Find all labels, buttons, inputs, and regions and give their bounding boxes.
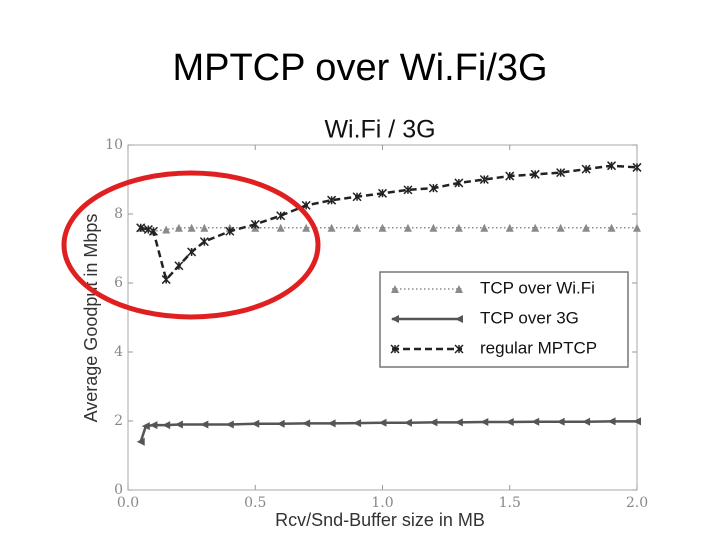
marker (276, 211, 286, 221)
marker (479, 174, 489, 185)
marker (199, 237, 209, 247)
y-tick-label: 2 (114, 413, 123, 429)
marker (403, 418, 412, 427)
marker (187, 247, 197, 257)
marker (250, 219, 260, 229)
marker (276, 419, 285, 428)
marker (505, 171, 515, 181)
legend-label: TCP over Wi.Fi (480, 278, 595, 297)
marker (429, 223, 438, 232)
chart-title: Wi.Fi / 3G (324, 116, 435, 144)
marker (607, 223, 616, 232)
marker (143, 224, 153, 235)
marker (149, 421, 158, 430)
marker (378, 418, 387, 427)
legend-marker (455, 315, 463, 323)
marker (353, 419, 362, 428)
marker (353, 223, 362, 232)
marker (582, 417, 591, 426)
marker (174, 420, 183, 429)
slide-title: MPTCP over Wi.Fi/3G (172, 47, 547, 89)
marker (403, 223, 412, 232)
marker (633, 417, 641, 426)
marker (225, 420, 234, 429)
marker (454, 223, 463, 232)
marker (505, 223, 514, 232)
marker (327, 195, 337, 205)
marker (136, 437, 145, 446)
marker (454, 178, 464, 188)
x-tick-label: 2.0 (626, 495, 648, 511)
legend-label: TCP over 3G (480, 308, 579, 327)
marker (200, 223, 209, 232)
x-tick-label: 1.5 (499, 495, 521, 511)
y-tick-label: 0 (114, 482, 123, 498)
marker (530, 169, 540, 179)
marker (225, 226, 235, 236)
marker (581, 164, 591, 174)
marker (403, 185, 413, 195)
marker (174, 223, 183, 232)
legend-marker (454, 344, 464, 354)
marker (454, 418, 463, 427)
marker (148, 226, 158, 236)
marker (251, 419, 260, 428)
plot-area: 0 2 4 6 8 10 0.0 0.5 1.0 1.5 2.0 TCP over Wi.Fi TCP … (105, 137, 648, 511)
marker (632, 162, 642, 172)
marker (352, 192, 362, 202)
marker (276, 223, 285, 232)
legend-label: regular MPTCP (480, 338, 597, 357)
marker (302, 419, 311, 428)
marker (377, 188, 388, 198)
legend-marker (390, 344, 400, 354)
marker (141, 422, 150, 431)
marker (302, 223, 311, 232)
marker (327, 419, 336, 428)
marker (378, 223, 387, 232)
marker (429, 418, 438, 427)
x-tick-label: 0.0 (117, 495, 139, 511)
marker (633, 223, 641, 232)
y-tick-label: 4 (114, 344, 123, 360)
y-tick-label: 10 (105, 137, 123, 153)
marker (531, 417, 540, 426)
x-tick-label: 0.5 (244, 495, 266, 511)
y-tick-label: 6 (114, 275, 123, 291)
marker (136, 223, 146, 233)
y-axis-label: Average Goodput in Mbps (81, 214, 101, 423)
x-axis-label: Rcv/Snd-Buffer size in MB (275, 510, 485, 530)
marker (161, 275, 171, 285)
highlight-ellipse (61, 170, 321, 320)
legend-marker (391, 315, 399, 323)
marker (607, 161, 617, 171)
marker (162, 225, 171, 234)
marker (556, 223, 565, 232)
marker (428, 183, 438, 193)
x-tick-label: 1.0 (371, 495, 393, 511)
legend-marker (391, 285, 399, 293)
marker (480, 418, 489, 427)
marker (187, 223, 196, 232)
marker (531, 223, 540, 232)
marker (505, 418, 514, 427)
marker (607, 417, 616, 426)
marker (327, 223, 336, 232)
marker (582, 223, 591, 232)
marker (200, 420, 209, 429)
y-tick-label: 8 (114, 206, 123, 222)
marker (556, 168, 566, 178)
marker (162, 421, 171, 430)
marker (480, 223, 489, 232)
legend-marker (455, 285, 463, 293)
marker (556, 417, 565, 426)
marker (174, 261, 184, 271)
series-line (140, 164, 638, 283)
